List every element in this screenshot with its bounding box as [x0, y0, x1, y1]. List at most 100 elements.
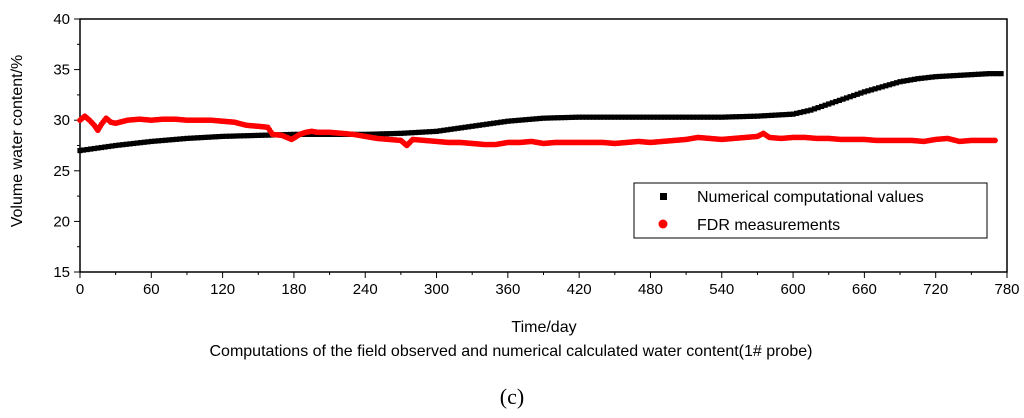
numerical-point [508, 118, 515, 124]
numerical-point [701, 114, 707, 120]
numerical-point [148, 138, 154, 145]
numerical-point [647, 114, 654, 120]
numerical-point [291, 131, 297, 137]
numerical-point [890, 81, 896, 87]
numerical-point [476, 122, 482, 128]
numerical-point [854, 91, 860, 97]
numerical-point [694, 114, 700, 120]
x-tick-label: 600 [781, 281, 806, 298]
numerical-point [815, 105, 821, 111]
numerical-point [612, 114, 618, 120]
numerical-point [537, 115, 543, 122]
numerical-point [551, 115, 557, 121]
y-tick-label: 25 [53, 163, 70, 180]
numerical-point [669, 114, 675, 120]
numerical-point [872, 86, 878, 92]
numerical-point [469, 123, 475, 129]
numerical-point [227, 133, 233, 139]
numerical-point [562, 114, 568, 121]
numerical-point [84, 146, 90, 153]
numerical-point [184, 135, 190, 142]
numerical-point [195, 135, 201, 141]
numerical-point [630, 114, 636, 120]
numerical-point [690, 114, 696, 120]
numerical-point [376, 131, 383, 137]
numerical-point [433, 128, 440, 134]
numerical-point [170, 137, 176, 143]
numerical-point [576, 114, 582, 120]
numerical-point [697, 114, 703, 120]
numerical-point [958, 72, 964, 78]
numerical-point [423, 129, 429, 135]
numerical-point [715, 114, 721, 120]
numerical-point [244, 133, 251, 139]
x-tick-label: 240 [353, 281, 378, 298]
numerical-point [761, 113, 768, 119]
numerical-point [947, 73, 953, 79]
figure-caption: Computations of the field observed and n… [209, 343, 812, 360]
numerical-point [191, 135, 197, 141]
numerical-point [555, 115, 561, 121]
numerical-point [572, 114, 579, 120]
numerical-point [458, 125, 465, 131]
numerical-point [530, 116, 536, 122]
numerical-point [533, 116, 539, 122]
numerical-point [644, 114, 650, 120]
numerical-point [202, 134, 208, 141]
numerical-point [255, 132, 261, 138]
numerical-point [380, 131, 386, 137]
numerical-point [986, 71, 992, 77]
numerical-point [622, 114, 629, 120]
numerical-point [398, 130, 404, 136]
numerical-point [605, 114, 611, 120]
numerical-point [640, 114, 646, 120]
numerical-point [975, 71, 982, 77]
numerical-point [998, 71, 1004, 77]
numerical-point [230, 133, 236, 139]
numerical-point [794, 110, 800, 116]
numerical-point [416, 129, 422, 135]
numerical-point [540, 115, 547, 121]
legend-box [633, 182, 988, 239]
fdr-point [992, 137, 998, 144]
numerical-point [819, 103, 825, 110]
numerical-point [483, 121, 490, 127]
x-axis-label: Time/day [511, 319, 576, 336]
numerical-point [972, 71, 978, 78]
numerical-point [523, 117, 529, 123]
numerical-point [498, 119, 504, 125]
numerical-point [98, 144, 104, 151]
numerical-point [394, 130, 400, 137]
numerical-point [961, 72, 967, 78]
numerical-point [590, 114, 597, 120]
numerical-point [729, 114, 736, 120]
numerical-point [893, 80, 900, 86]
numerical-point [123, 141, 129, 147]
numerical-point [512, 118, 518, 124]
numerical-point [879, 84, 885, 90]
numerical-point [587, 114, 593, 120]
numerical-point [847, 94, 853, 100]
numerical-point [558, 115, 564, 121]
numerical-point [744, 113, 750, 120]
numerical-point [162, 137, 169, 143]
numerical-point [519, 117, 525, 123]
x-tick-label: 720 [923, 281, 948, 298]
numerical-point [833, 98, 839, 105]
numerical-point [683, 114, 689, 120]
numerical-point [950, 73, 957, 79]
x-tick-label: 0 [76, 281, 84, 298]
numerical-point [943, 73, 949, 79]
legend-marker-numerical [660, 193, 667, 200]
x-axis-ticks: 0 60 120 180 240 300 360 420 480 540 600 660 720 780 [76, 272, 1020, 298]
numerical-point [462, 124, 468, 130]
numerical-point [843, 95, 850, 101]
numerical-point [797, 109, 803, 116]
numerical-point [740, 113, 746, 120]
numerical-point [679, 114, 686, 120]
numerical-point [180, 136, 186, 142]
numerical-point [220, 133, 226, 139]
numerical-point [287, 131, 293, 138]
numerical-point [754, 113, 761, 119]
